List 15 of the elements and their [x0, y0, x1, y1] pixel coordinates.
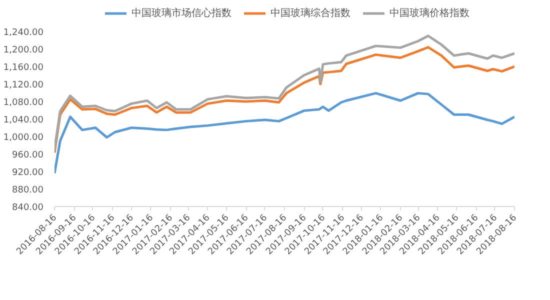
y-tick-label: 1,200.00: [3, 46, 44, 56]
y-tick-label: 1,040.00: [3, 116, 44, 126]
y-tick-label: 1,240.00: [3, 28, 44, 38]
legend-label: 中国玻璃价格指数: [390, 6, 470, 20]
y-tick-label: 1,080.00: [3, 98, 44, 108]
y-tick-label: 840.00: [12, 203, 44, 213]
line-series: [54, 92, 514, 174]
legend-label: 中国玻璃综合指数: [270, 6, 350, 20]
y-tick-label: 1,000.00: [3, 133, 44, 143]
y-tick-label: 960.00: [12, 150, 44, 160]
legend-label: 中国玻璃市场信心指数: [132, 6, 232, 20]
y-tick-label: 920.00: [12, 168, 44, 178]
y-tick-label: 880.00: [12, 186, 44, 196]
y-tick-label: 1,160.00: [3, 63, 44, 73]
y-tick-label: 1,120.00: [3, 80, 44, 90]
